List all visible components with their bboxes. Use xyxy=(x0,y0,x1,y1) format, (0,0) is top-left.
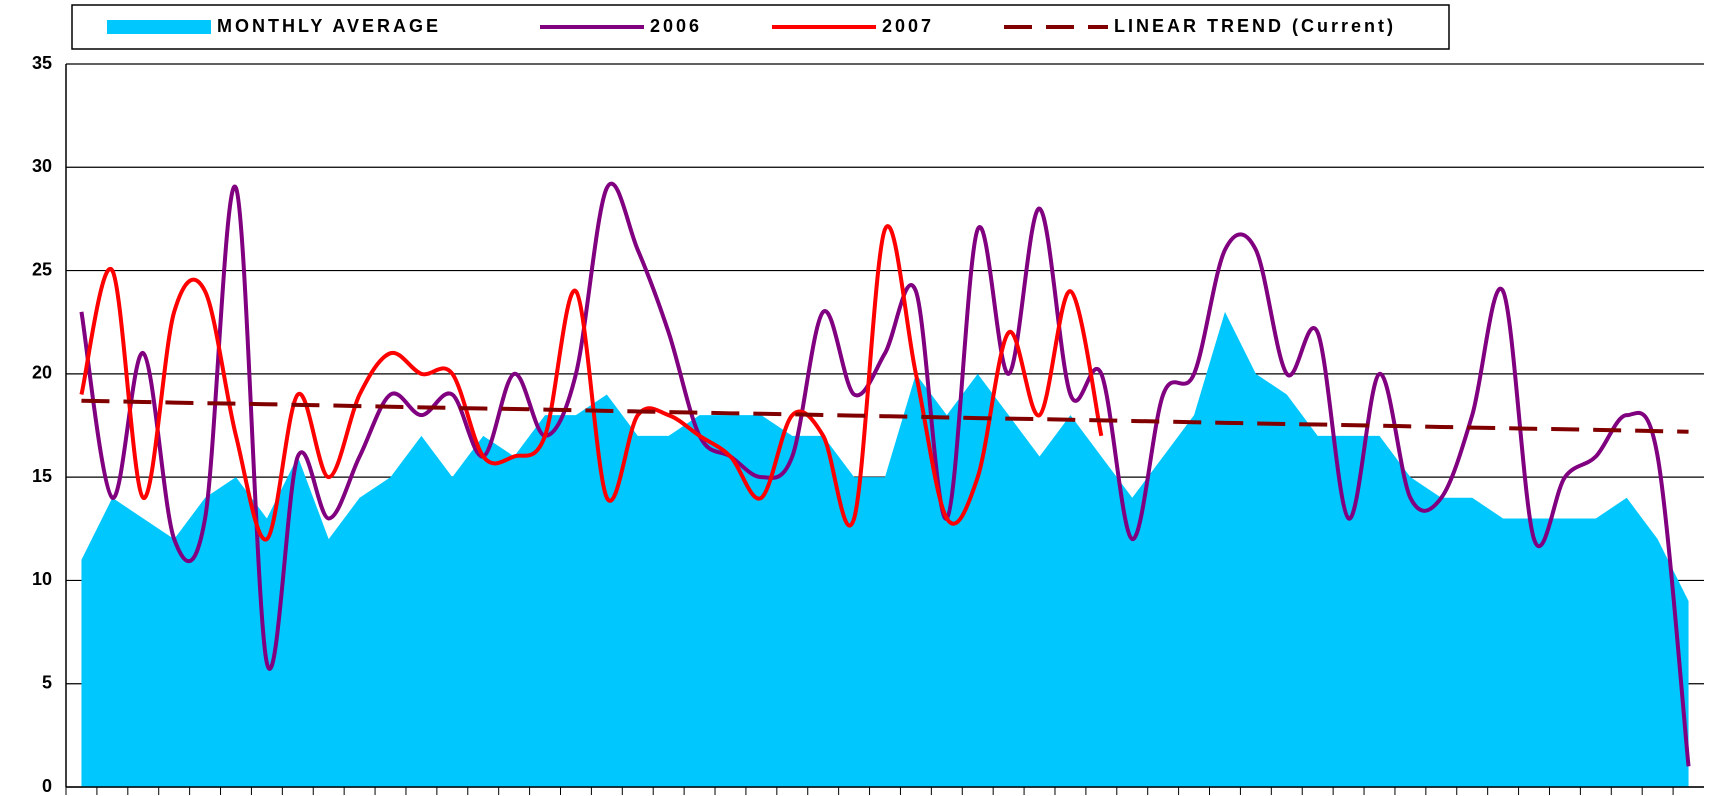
legend-label: 2006 xyxy=(650,16,702,36)
line xyxy=(79,224,1104,542)
y-tick-label: 0 xyxy=(42,776,52,796)
legend-swatch xyxy=(107,20,211,34)
y-tick-label: 30 xyxy=(32,156,52,176)
legend-label: 2007 xyxy=(882,16,934,36)
legend-box xyxy=(71,4,1450,50)
line xyxy=(79,181,1691,767)
legend-label: MONTHLY AVERAGE xyxy=(217,16,441,36)
y-tick-label: 25 xyxy=(32,259,52,279)
y-tick-label: 20 xyxy=(32,363,52,383)
trend-line xyxy=(81,398,1689,434)
y-tick-label: 15 xyxy=(32,466,52,486)
area xyxy=(81,311,1689,787)
legend-label: LINEAR TREND (Current) xyxy=(1114,16,1396,36)
y-tick-label: 5 xyxy=(42,672,52,692)
y-tick-label: 10 xyxy=(32,569,52,589)
y-tick-label: 35 xyxy=(32,53,52,73)
